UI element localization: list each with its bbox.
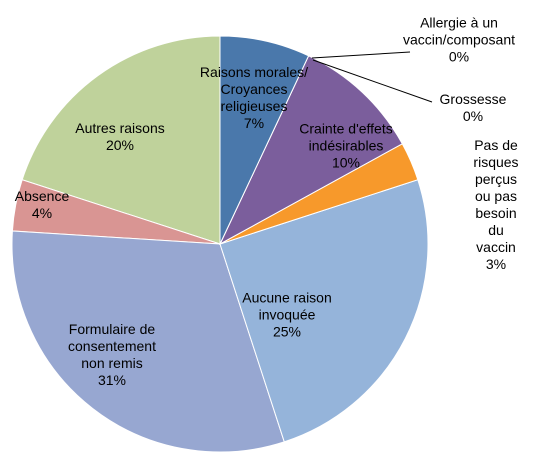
slice-label: Crainte d'effets indésirables 10%	[299, 121, 392, 172]
value-label: 7%	[243, 115, 265, 131]
slice-label: Absence 4%	[15, 188, 69, 222]
slice-label: Raisons morales/ Croyances religieuses 7%	[200, 64, 308, 132]
category-label: Aucune raison invoquée	[242, 289, 332, 323]
slice-label: Formulaire de consentement non remis 31%	[68, 321, 156, 389]
category-label: Grossesse	[439, 91, 507, 107]
category-label: Absence	[14, 188, 70, 204]
category-label: Formulaire de consentement non remis	[68, 321, 156, 371]
category-label: Pas de risques perçus ou pas besoin du v…	[473, 137, 519, 255]
leader-line	[312, 59, 433, 103]
category-label: Allergie à un vaccin/composant	[402, 14, 516, 48]
slice-label: Allergie à un vaccin/composant 0%	[403, 15, 515, 66]
value-label: 31%	[97, 372, 127, 388]
slice-label: Autres raisons 20%	[75, 120, 164, 154]
value-label: 4%	[31, 205, 53, 221]
pie-slice	[219, 179, 429, 443]
value-label: 3%	[485, 256, 507, 272]
category-label: Crainte d'effets indésirables	[299, 120, 393, 154]
slice-label: Pas de risques perçus ou pas besoin du v…	[468, 137, 525, 273]
value-label: 0%	[448, 48, 470, 65]
slice-label: Grossesse 0%	[440, 91, 507, 125]
category-label: Autres raisons	[75, 120, 165, 136]
leader-line	[311, 51, 411, 59]
slice-label: Aucune raison invoquée 25%	[242, 290, 332, 341]
value-label: 0%	[462, 108, 484, 124]
pie-slice	[218, 55, 403, 246]
value-label: 20%	[105, 137, 135, 153]
pie-slice	[21, 35, 221, 245]
value-label: 10%	[331, 154, 361, 171]
pie-slice	[219, 35, 310, 245]
value-label: 25%	[272, 323, 302, 340]
category-label: Raisons morales/ Croyances religieuses	[199, 64, 309, 114]
pie-slice	[11, 230, 285, 453]
